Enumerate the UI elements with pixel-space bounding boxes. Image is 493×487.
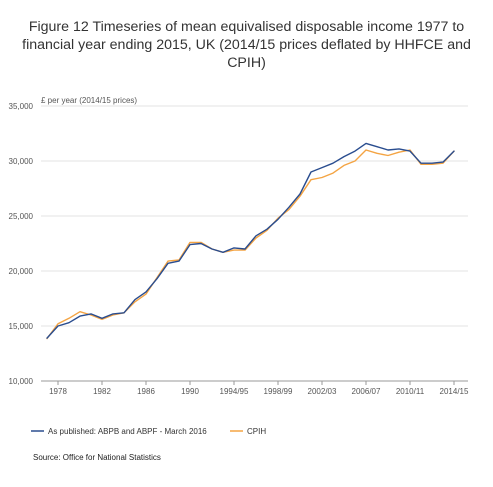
y-axis: 10,000 15,000 20,000 25,000 30,000 35,000 — [9, 102, 34, 386]
x-tick-label: 2010/11 — [396, 387, 425, 396]
x-tick-label: 1978 — [49, 387, 67, 396]
y-tick-label: 15,000 — [9, 322, 34, 331]
legend-label-published: As published: ABPB and ABPF - March 2016 — [48, 427, 207, 436]
y-axis-label: £ per year (2014/15 prices) — [41, 96, 137, 105]
series-line-published — [46, 142, 455, 339]
y-tick-label: 10,000 — [9, 377, 34, 386]
x-tick-label: 1982 — [93, 387, 111, 396]
legend-label-cpih: CPIH — [247, 427, 266, 436]
x-tick-label: 2014/15 — [440, 387, 469, 396]
source-note: Source: Office for National Statistics — [33, 453, 161, 462]
gridlines — [41, 105, 468, 382]
x-tick-label: 1998/99 — [264, 387, 293, 396]
legend: As published: ABPB and ABPF - March 2016… — [31, 427, 266, 436]
x-tick-label: 1990 — [181, 387, 199, 396]
x-tick-label: 2002/03 — [308, 387, 337, 396]
x-tick-label: 1994/95 — [220, 387, 249, 396]
y-tick-label: 35,000 — [9, 102, 34, 111]
y-tick-label: 30,000 — [9, 157, 34, 166]
y-tick-label: 20,000 — [9, 267, 34, 276]
x-tick-label: 1986 — [137, 387, 155, 396]
series-lines — [46, 142, 455, 340]
chart-title: Figure 12 Timeseries of mean equivalised… — [22, 19, 471, 71]
series-line-cpih — [46, 149, 455, 340]
x-axis: 1978 1982 1986 1990 1994/95 1998/99 2002/03 200… — [49, 381, 469, 396]
x-tick-label: 2006/07 — [352, 387, 381, 396]
y-tick-label: 25,000 — [9, 212, 34, 221]
